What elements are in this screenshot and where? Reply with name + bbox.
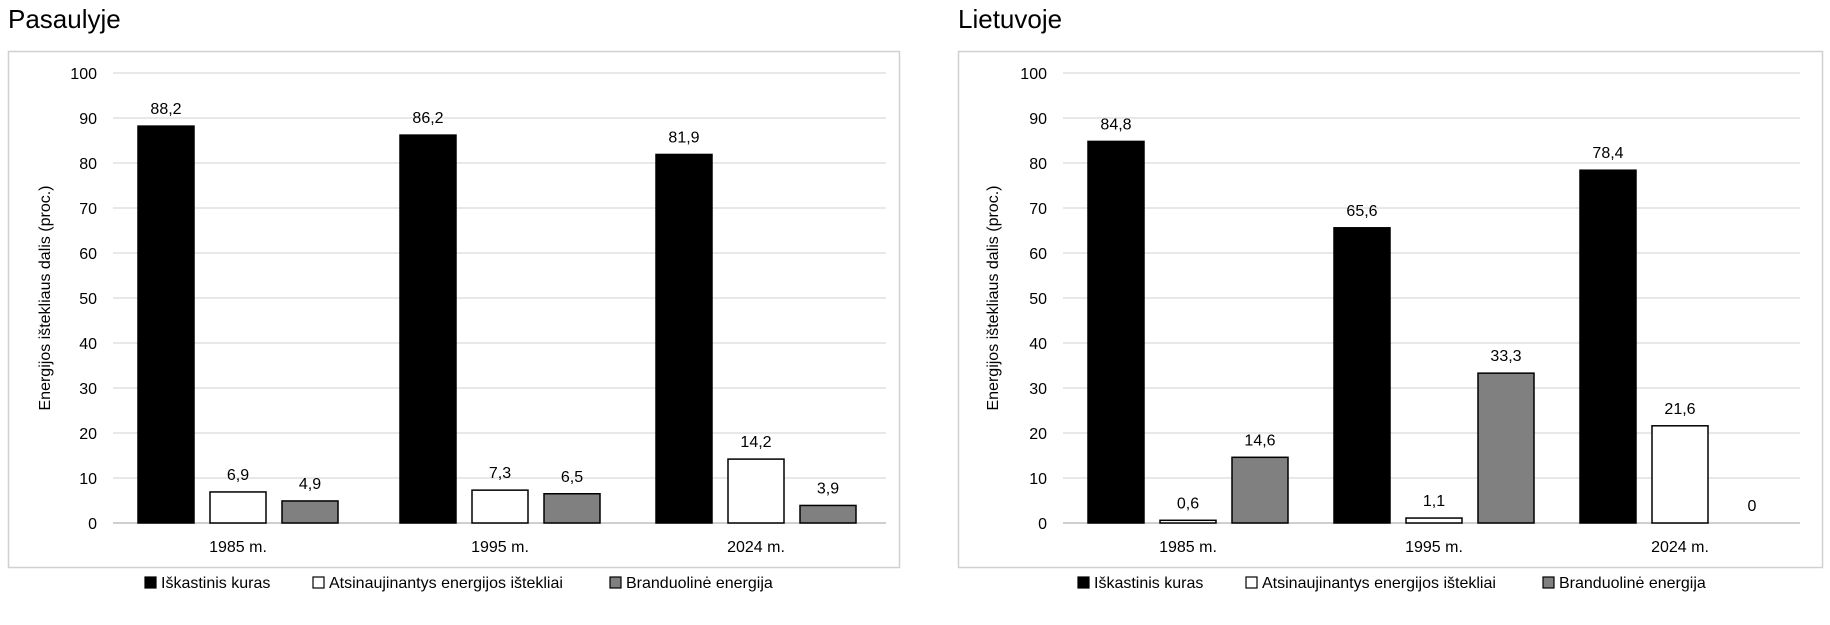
legend-swatch — [312, 576, 325, 589]
y-tick-label: 70 — [79, 201, 97, 218]
bar — [655, 153, 713, 524]
data-label: 3,9 — [817, 480, 839, 497]
chart-title-world: Pasaulyje — [8, 4, 121, 34]
data-label: 14,6 — [1244, 432, 1275, 449]
y-tick-label: 10 — [1029, 471, 1047, 488]
x-tick-label: 1985 m. — [1159, 539, 1217, 556]
bar — [1087, 140, 1145, 524]
y-tick-label: 100 — [70, 66, 97, 83]
y-tick-label: 70 — [1029, 201, 1047, 218]
legend-swatch — [1542, 576, 1555, 589]
y-tick-label: 90 — [1029, 111, 1047, 128]
y-tick-label: 80 — [1029, 156, 1047, 173]
chart-1: 0 10 20 30 40 50 60 70 80 90 100 Energijos išteklia… — [957, 50, 1824, 592]
legend-swatch — [609, 576, 622, 589]
y-axis-label: Energijos ištekliaus dalis (proc.) — [37, 186, 54, 411]
chart-0: 0 10 20 30 40 50 60 70 80 90 100 Energijos išteklia… — [7, 50, 901, 592]
y-tick-label: 90 — [79, 111, 97, 128]
legend-swatch — [1077, 576, 1090, 589]
bar — [727, 458, 785, 524]
legend-swatch — [1245, 576, 1258, 589]
legend-entry: Branduolinė energija — [1559, 575, 1706, 592]
y-tick-label: 50 — [1029, 291, 1047, 308]
bar — [1579, 169, 1637, 524]
data-label: 86,2 — [412, 110, 443, 127]
bar — [799, 504, 857, 524]
bar — [543, 493, 601, 524]
y-tick-label: 30 — [1029, 381, 1047, 398]
data-label: 33,3 — [1490, 348, 1521, 365]
y-axis-label: Energijos ištekliaus dalis (proc.) — [985, 186, 1002, 411]
legend-entry: Iškastinis kuras — [161, 575, 270, 592]
chart-title-lithuania: Lietuvoje — [958, 4, 1063, 34]
x-tick-label: 2024 m. — [1651, 539, 1709, 556]
legend-entry: Atsinaujinantys energijos ištekliai — [1262, 575, 1496, 592]
y-tick-label: 40 — [1029, 336, 1047, 353]
data-label: 65,6 — [1346, 203, 1377, 220]
legend-entry: Iškastinis kuras — [1094, 575, 1203, 592]
bar — [1231, 456, 1289, 524]
y-tick-label: 0 — [88, 516, 97, 533]
data-label: 6,9 — [227, 467, 249, 484]
data-label: 7,3 — [489, 465, 511, 482]
bar — [1159, 519, 1217, 524]
y-tick-label: 60 — [1029, 246, 1047, 263]
chart-frame — [7, 50, 901, 569]
y-tick-label: 0 — [1038, 516, 1047, 533]
bar — [281, 500, 339, 524]
bar — [209, 491, 267, 524]
data-label: 81,9 — [668, 129, 699, 146]
bar — [399, 134, 457, 524]
data-label: 0 — [1748, 498, 1757, 515]
x-tick-label: 1995 m. — [471, 539, 529, 556]
x-tick-label: 1985 m. — [209, 539, 267, 556]
data-label: 88,2 — [150, 101, 181, 118]
legend-entry: Atsinaujinantys energijos ištekliai — [329, 575, 563, 592]
y-tick-label: 50 — [79, 291, 97, 308]
y-tick-label: 30 — [79, 381, 97, 398]
bar — [137, 125, 195, 524]
x-tick-label: 1995 m. — [1405, 539, 1463, 556]
bar — [1333, 227, 1391, 524]
data-label: 84,8 — [1100, 116, 1131, 133]
data-label: 0,6 — [1177, 495, 1199, 512]
data-label: 4,9 — [299, 476, 321, 493]
legend-entry: Branduolinė energija — [626, 575, 773, 592]
y-tick-label: 20 — [1029, 426, 1047, 443]
bar — [1477, 372, 1535, 524]
data-label: 21,6 — [1664, 401, 1695, 418]
y-tick-label: 60 — [79, 246, 97, 263]
bar — [1651, 425, 1709, 524]
data-label: 6,5 — [561, 469, 583, 486]
bar — [471, 489, 529, 524]
y-tick-label: 40 — [79, 336, 97, 353]
y-tick-label: 80 — [79, 156, 97, 173]
chart-frame — [957, 50, 1824, 569]
y-tick-label: 20 — [79, 426, 97, 443]
x-tick-label: 2024 m. — [727, 539, 785, 556]
y-tick-label: 100 — [1020, 66, 1047, 83]
data-label: 78,4 — [1592, 145, 1623, 162]
legend-swatch — [144, 576, 157, 589]
data-label: 1,1 — [1423, 493, 1445, 510]
bar — [1405, 517, 1463, 524]
data-label: 14,2 — [740, 434, 771, 451]
y-tick-label: 10 — [79, 471, 97, 488]
